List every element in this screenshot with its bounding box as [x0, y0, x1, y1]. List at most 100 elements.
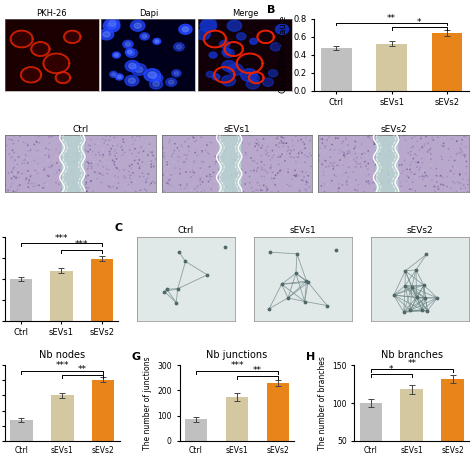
- Point: [254, 171, 261, 179]
- Point: [220, 147, 228, 155]
- Circle shape: [196, 29, 210, 40]
- Bar: [51, 395, 73, 441]
- Point: [144, 151, 152, 159]
- Point: [424, 307, 431, 315]
- Point: [418, 155, 426, 162]
- Point: [364, 179, 372, 187]
- Point: [370, 135, 377, 142]
- Point: [292, 172, 300, 179]
- Point: [397, 179, 405, 186]
- Point: [245, 146, 252, 153]
- Point: [342, 169, 349, 177]
- Point: [290, 146, 298, 154]
- Point: [352, 186, 360, 194]
- Bar: [91, 259, 113, 320]
- Point: [127, 172, 135, 179]
- Point: [256, 140, 264, 148]
- Point: [288, 175, 296, 183]
- Point: [413, 137, 421, 145]
- Point: [233, 139, 240, 146]
- Point: [201, 187, 208, 194]
- Point: [27, 173, 34, 181]
- Point: [395, 161, 403, 169]
- Point: [110, 148, 118, 155]
- Point: [318, 135, 326, 143]
- Point: [276, 167, 283, 175]
- Point: [213, 134, 221, 142]
- Point: [328, 138, 336, 146]
- Point: [34, 169, 41, 177]
- Point: [424, 173, 431, 180]
- Point: [37, 151, 45, 158]
- Point: [175, 147, 183, 155]
- Point: [462, 184, 469, 191]
- Point: [265, 131, 273, 139]
- Point: [82, 179, 90, 186]
- Point: [137, 187, 145, 194]
- Point: [35, 133, 43, 140]
- Point: [428, 176, 436, 184]
- Circle shape: [219, 40, 230, 48]
- Point: [109, 142, 117, 150]
- Point: [234, 151, 241, 159]
- Point: [32, 182, 39, 190]
- Point: [261, 161, 268, 169]
- Point: [177, 182, 184, 189]
- Point: [142, 176, 150, 183]
- Point: [283, 139, 291, 147]
- Point: [31, 169, 38, 176]
- Text: B: B: [267, 5, 276, 15]
- Point: [266, 156, 274, 164]
- Point: [449, 178, 456, 185]
- Point: [159, 171, 167, 179]
- Point: [45, 146, 53, 154]
- Point: [53, 189, 60, 196]
- Point: [379, 178, 386, 186]
- Point: [412, 266, 420, 273]
- Point: [280, 149, 288, 157]
- Point: [253, 140, 261, 147]
- Text: PKH-26: PKH-26: [36, 9, 67, 18]
- Point: [67, 143, 74, 151]
- Point: [31, 157, 38, 164]
- Text: **: **: [387, 14, 396, 23]
- Circle shape: [153, 74, 163, 82]
- Point: [1, 148, 9, 155]
- Point: [427, 145, 434, 152]
- Point: [266, 248, 274, 256]
- Bar: [50, 271, 73, 320]
- Point: [260, 135, 267, 143]
- Point: [319, 168, 327, 176]
- Point: [218, 181, 225, 189]
- Point: [75, 133, 83, 141]
- Point: [363, 178, 370, 185]
- Point: [303, 185, 310, 192]
- Circle shape: [128, 78, 135, 83]
- Point: [280, 142, 287, 150]
- Point: [181, 151, 189, 158]
- Point: [262, 147, 270, 155]
- Point: [302, 181, 310, 188]
- Circle shape: [227, 20, 242, 31]
- Point: [458, 136, 465, 144]
- Point: [272, 149, 279, 157]
- Text: ***: ***: [55, 234, 68, 243]
- Point: [292, 173, 300, 180]
- Point: [83, 147, 91, 155]
- Point: [453, 150, 460, 158]
- Point: [202, 146, 210, 154]
- Point: [12, 188, 20, 195]
- Circle shape: [176, 45, 182, 49]
- Point: [52, 146, 60, 154]
- Point: [318, 182, 325, 190]
- Point: [211, 153, 219, 160]
- Point: [146, 148, 154, 156]
- Point: [376, 180, 384, 187]
- Point: [198, 147, 206, 155]
- Point: [43, 181, 51, 188]
- Point: [269, 169, 276, 176]
- Point: [12, 170, 19, 178]
- Point: [424, 147, 431, 155]
- Circle shape: [128, 50, 132, 54]
- Point: [108, 145, 115, 153]
